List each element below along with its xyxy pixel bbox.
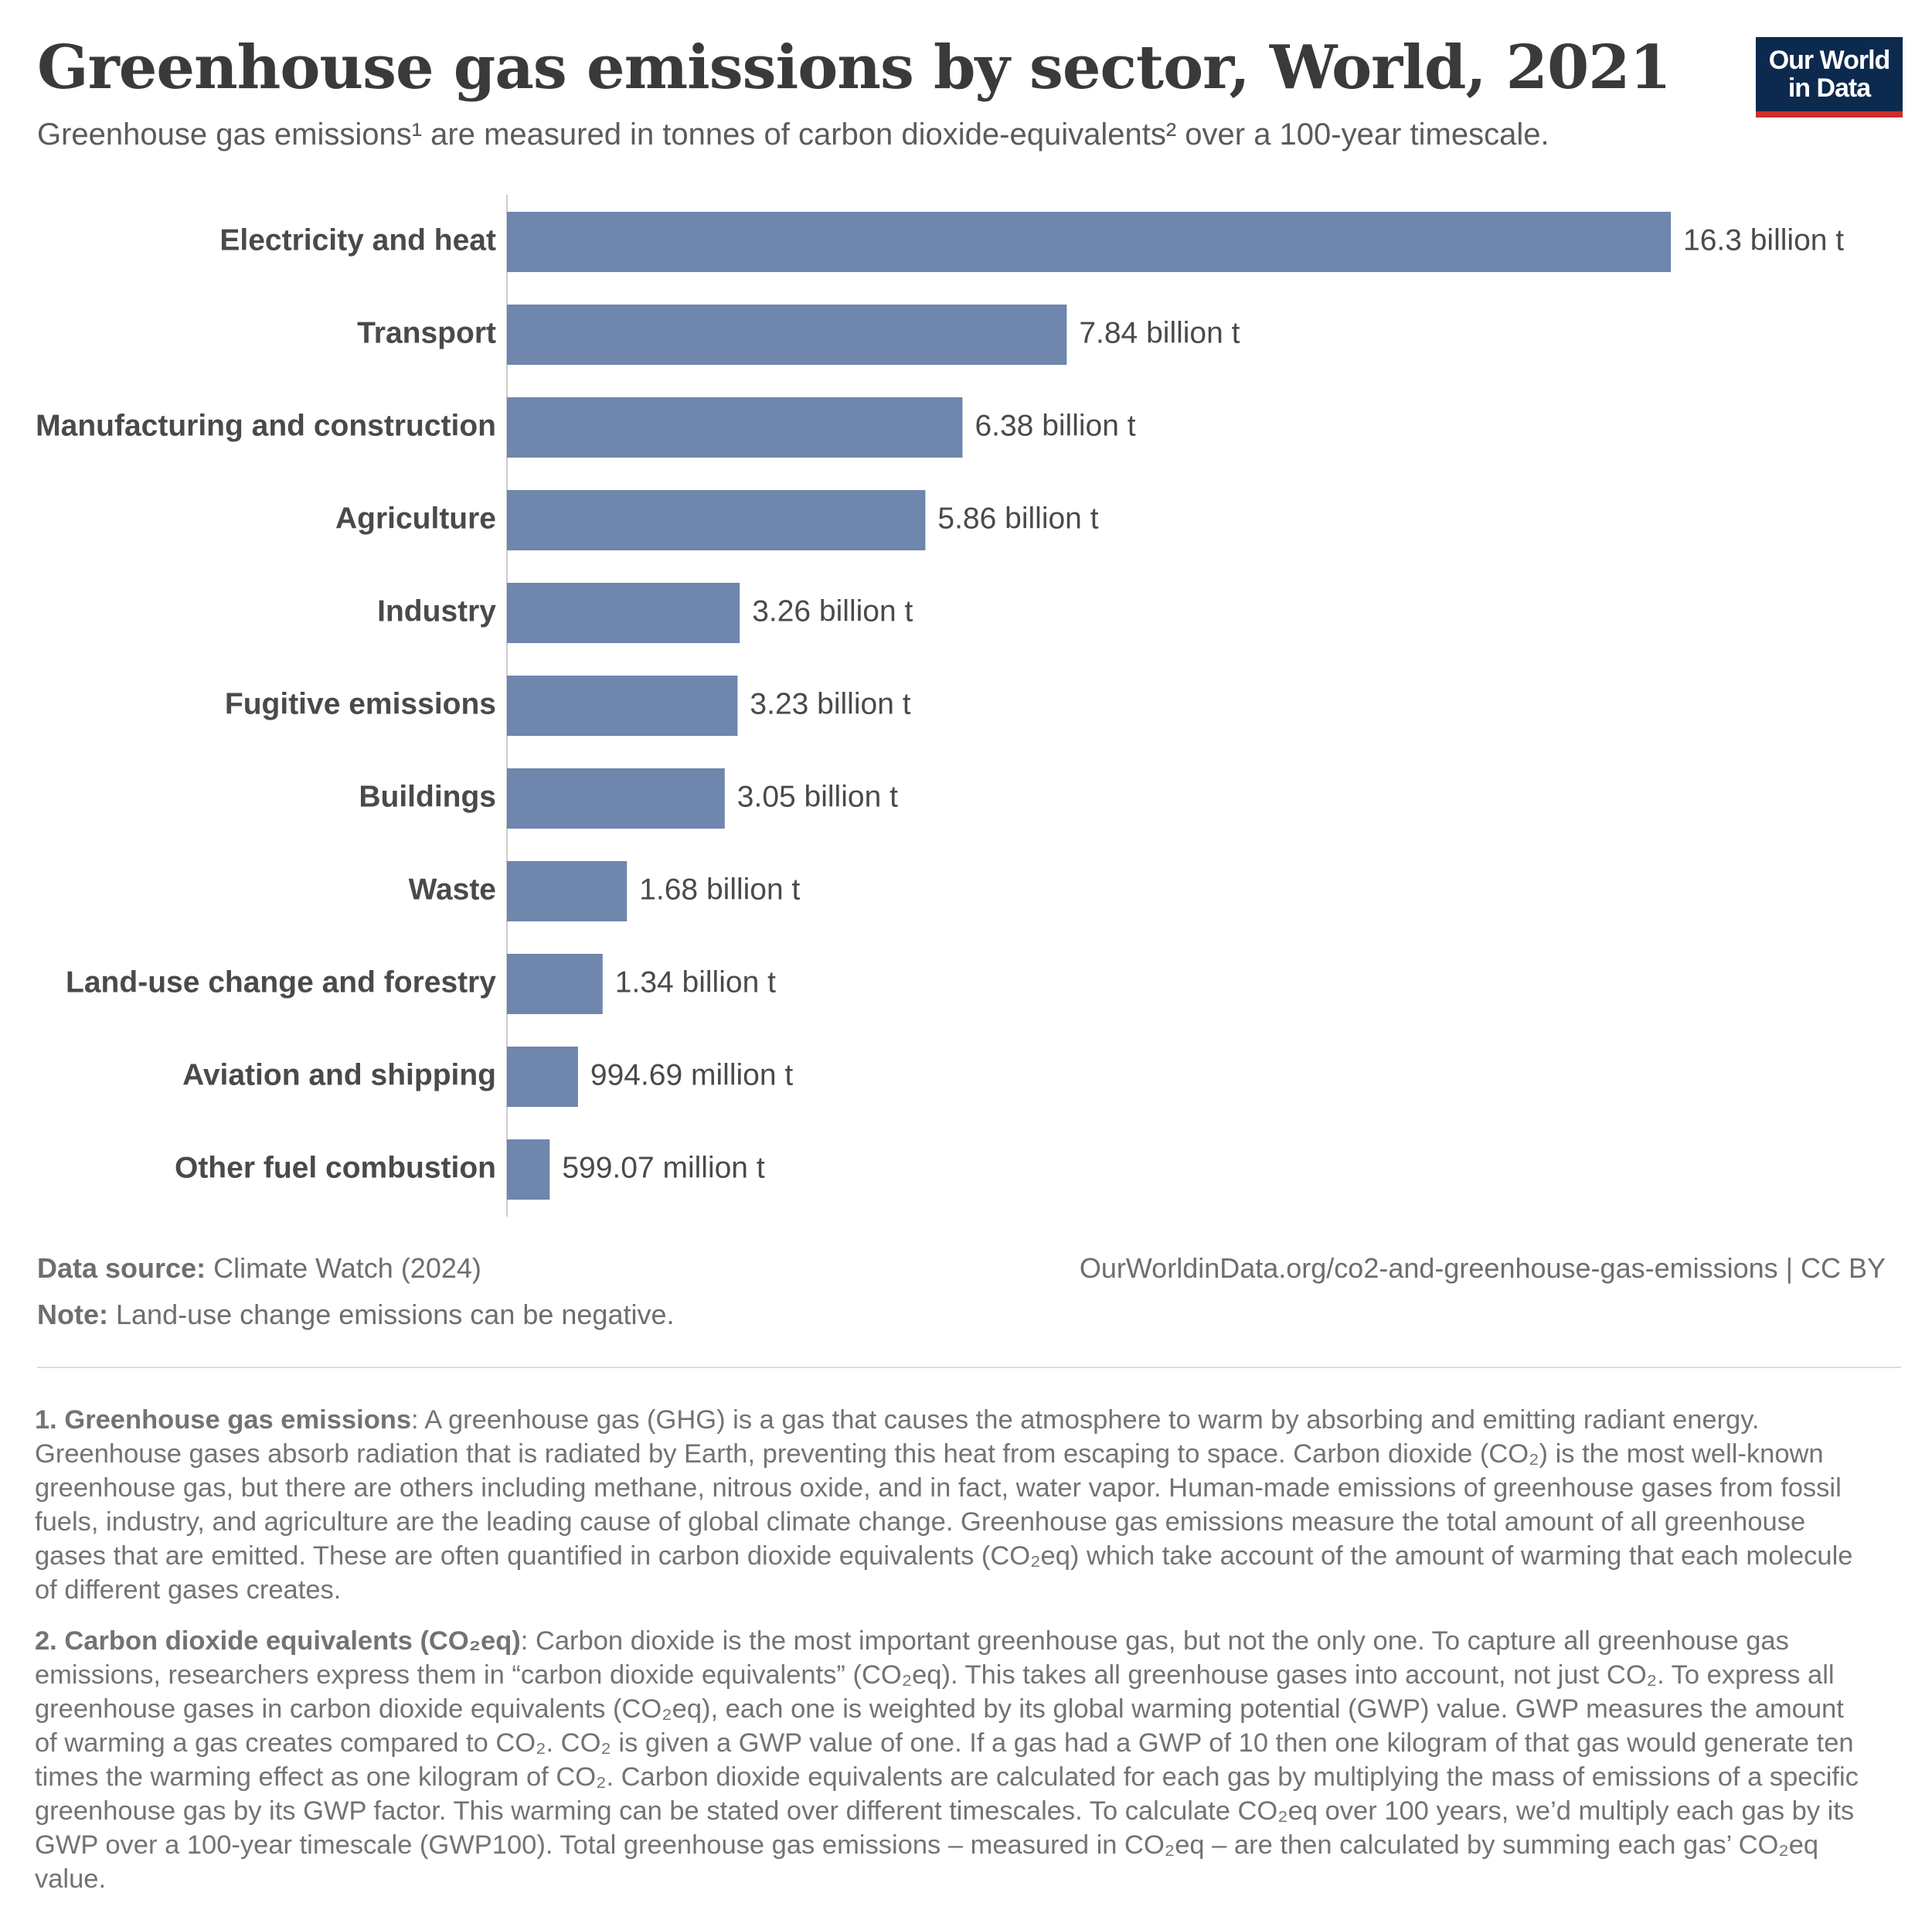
footnote-2: 2. Carbon dioxide equivalents (CO₂eq): C…: [35, 1624, 1866, 1896]
footnote-2-heading: 2. Carbon dioxide equivalents (CO₂eq): [35, 1626, 521, 1656]
bar[interactable]: [507, 1139, 550, 1200]
value-label: 16.3 billion t: [1683, 223, 1844, 257]
data-source: Data source: Climate Watch (2024): [37, 1252, 481, 1285]
value-label: 1.34 billion t: [615, 965, 776, 999]
category-label: Industry: [377, 594, 496, 628]
value-label: 994.69 million t: [590, 1058, 793, 1091]
chart-subtitle: Greenhouse gas emissions¹ are measured i…: [37, 117, 1549, 152]
value-label: 1.68 billion t: [639, 873, 800, 906]
bar[interactable]: [507, 212, 1671, 272]
value-label: 599.07 million t: [562, 1151, 764, 1184]
category-label: Aviation and shipping: [182, 1058, 496, 1091]
bar[interactable]: [507, 768, 725, 829]
category-label: Fugitive emissions: [225, 687, 496, 720]
data-source-label: Data source:: [37, 1252, 206, 1284]
category-label: Waste: [409, 873, 496, 906]
bar[interactable]: [507, 583, 740, 643]
category-label: Buildings: [359, 780, 496, 813]
logo-line-2: in Data: [1787, 73, 1871, 103]
note-text: Land-use change emissions can be negativ…: [116, 1299, 675, 1330]
category-label: Transport: [357, 316, 496, 349]
category-label: Manufacturing and construction: [36, 409, 496, 442]
note-label: Note:: [37, 1299, 108, 1330]
category-label: Other fuel combustion: [175, 1151, 496, 1184]
value-label: 7.84 billion t: [1079, 316, 1240, 349]
data-source-link[interactable]: Climate Watch (2024): [213, 1252, 481, 1284]
chart-note: Note: Land-use change emissions can be n…: [37, 1299, 675, 1331]
divider: [37, 1367, 1901, 1368]
footnote-2-text: : Carbon dioxide is the most important g…: [35, 1626, 1859, 1894]
value-label: 6.38 billion t: [975, 409, 1135, 442]
value-label: 3.26 billion t: [752, 594, 913, 628]
bar[interactable]: [507, 861, 628, 921]
value-label: 5.86 billion t: [937, 502, 1098, 535]
bar-chart: Electricity and heat 16.3 billion t Transp…: [36, 195, 1844, 1217]
bar[interactable]: [507, 1047, 578, 1107]
bar[interactable]: [507, 397, 963, 458]
value-label: 3.05 billion t: [737, 780, 898, 813]
category-label: Land-use change and forestry: [66, 965, 496, 999]
footnote-1-text: : A greenhouse gas (GHG) is a gas that c…: [35, 1405, 1853, 1605]
value-label: 3.23 billion t: [750, 687, 910, 720]
chart-url-license[interactable]: OurWorldinData.org/co2-and-greenhouse-ga…: [1079, 1252, 1886, 1284]
category-label: Agriculture: [335, 502, 496, 535]
bar[interactable]: [507, 676, 738, 736]
footnote-1-heading: 1. Greenhouse gas emissions: [35, 1405, 412, 1435]
chart-title: Greenhouse gas emissions by sector, Worl…: [37, 32, 1672, 103]
footnote-1: 1. Greenhouse gas emissions: A greenhous…: [35, 1403, 1866, 1607]
bar[interactable]: [507, 305, 1067, 365]
owid-logo[interactable]: Our World in Data: [1756, 37, 1903, 117]
category-label: Electricity and heat: [219, 223, 496, 257]
bar[interactable]: [507, 490, 926, 550]
logo-line-1: Our World: [1768, 46, 1891, 75]
bar[interactable]: [507, 954, 603, 1014]
